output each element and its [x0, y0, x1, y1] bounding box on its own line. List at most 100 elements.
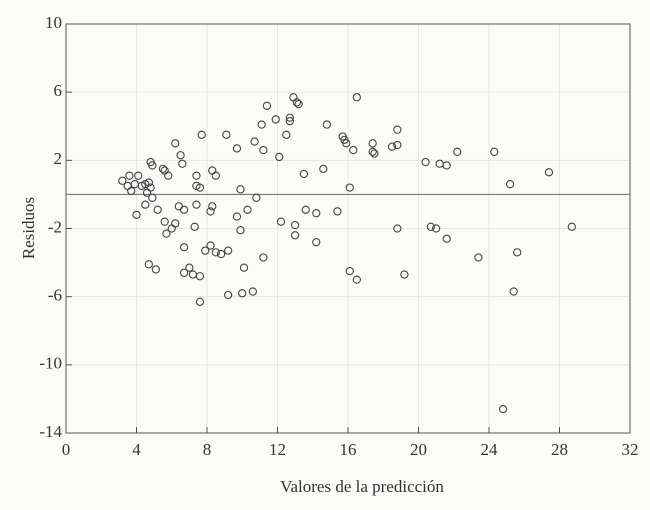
plot-frame — [65, 23, 631, 434]
data-point — [252, 193, 261, 202]
data-point — [342, 139, 351, 148]
data-point — [282, 130, 291, 139]
y-tick-label: -10 — [39, 354, 62, 373]
y-tick-label: 6 — [54, 81, 63, 100]
data-point — [232, 212, 242, 221]
data-point — [292, 98, 302, 107]
data-point — [160, 217, 169, 226]
data-point — [322, 120, 331, 129]
data-point — [208, 166, 217, 175]
y-tick-label: -6 — [48, 286, 62, 305]
x-tick-label: 28 — [551, 440, 568, 459]
data-point — [144, 178, 153, 187]
data-point — [513, 248, 522, 257]
data-point — [185, 263, 194, 272]
data-point — [368, 147, 377, 156]
data-point — [290, 220, 300, 230]
data-point — [262, 101, 272, 110]
x-tick-label: 8 — [203, 440, 212, 459]
data-point — [160, 166, 169, 175]
data-point — [509, 287, 518, 296]
y-tick-label: -2 — [48, 217, 62, 236]
data-point — [179, 268, 189, 277]
y-tick-label: -14 — [39, 422, 62, 441]
data-point — [474, 253, 483, 262]
data-point — [345, 266, 354, 276]
data-point — [370, 149, 379, 158]
data-point — [393, 140, 402, 150]
data-point — [352, 93, 361, 102]
data-point — [179, 243, 189, 252]
data-point — [248, 287, 257, 296]
data-point — [171, 219, 180, 228]
data-point — [211, 171, 220, 180]
data-point — [123, 181, 132, 191]
x-tick-label: 20 — [410, 440, 427, 459]
data-point — [368, 139, 377, 148]
data-point — [197, 130, 206, 139]
data-point — [188, 270, 198, 279]
data-point — [142, 188, 152, 197]
data-point — [289, 93, 298, 102]
data-point — [285, 116, 294, 126]
data-point — [567, 222, 576, 231]
data-point — [299, 169, 309, 179]
data-point — [195, 272, 205, 281]
data-point — [243, 205, 252, 214]
data-point — [349, 145, 358, 155]
data-point — [271, 115, 280, 124]
data-point — [208, 202, 217, 211]
data-point — [211, 248, 220, 257]
data-point — [352, 275, 361, 284]
data-point — [232, 144, 242, 153]
data-point — [148, 161, 157, 170]
data-point — [216, 249, 226, 259]
data-point — [206, 207, 215, 216]
data-point — [174, 202, 183, 211]
data-point — [490, 147, 499, 156]
data-point — [195, 183, 205, 192]
data-point — [387, 142, 397, 151]
data-point — [275, 152, 284, 162]
data-point — [400, 270, 409, 279]
data-point — [223, 246, 233, 255]
data-point — [294, 99, 303, 109]
data-point — [192, 171, 201, 180]
data-point — [151, 265, 161, 274]
x-tick-label: 32 — [622, 440, 639, 459]
x-tick-label: 0 — [62, 440, 71, 459]
data-point — [127, 186, 136, 196]
data-point — [250, 137, 259, 146]
data-point — [190, 222, 199, 231]
x-tick-label: 16 — [340, 440, 357, 459]
data-point — [236, 226, 245, 235]
data-point — [312, 237, 321, 247]
y-tick-label: 2 — [54, 149, 63, 168]
data-point — [171, 139, 180, 148]
x-tick-label: 24 — [481, 440, 499, 459]
data-point — [125, 171, 134, 180]
data-point — [276, 217, 286, 226]
data-point — [393, 125, 402, 134]
x-tick-label: 4 — [132, 440, 141, 459]
data-point — [239, 263, 249, 272]
data-point — [176, 151, 185, 160]
data-point — [158, 164, 168, 174]
data-point — [130, 180, 139, 189]
data-point — [498, 404, 508, 414]
data-point — [257, 120, 266, 129]
data-point — [290, 231, 300, 240]
data-point — [285, 113, 294, 122]
data-point — [132, 210, 141, 220]
data-point — [179, 205, 189, 214]
data-point — [421, 157, 430, 167]
data-point — [162, 229, 171, 238]
data-point — [442, 161, 451, 170]
data-point — [206, 241, 215, 250]
data-point — [442, 234, 451, 243]
data-point — [236, 185, 245, 194]
data-point — [153, 205, 162, 214]
data-point — [223, 290, 233, 300]
data-point — [259, 145, 268, 155]
